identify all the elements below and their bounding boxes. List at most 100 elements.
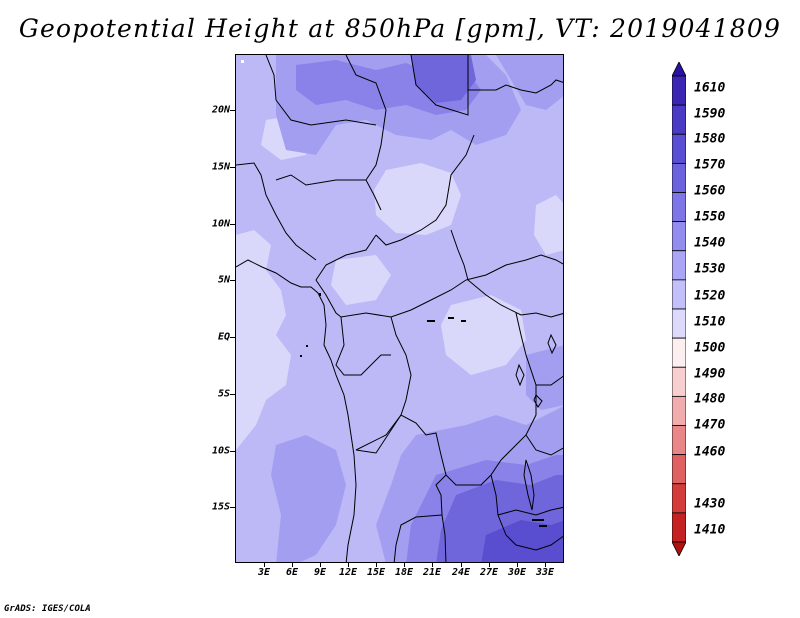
lat-label-eq: EQ <box>217 331 230 343</box>
colorbar-bottom-arrow <box>672 541 686 556</box>
colorbar-segment <box>672 279 686 310</box>
lon-tick-9e <box>320 563 321 567</box>
lat-label-5n: 5N <box>217 274 230 286</box>
colorbar-label-1610: 1610 <box>694 80 726 96</box>
colorbar-segment <box>672 221 686 252</box>
lon-label-21e: 21E <box>422 567 442 578</box>
field-1540-northeast <box>496 55 563 110</box>
colorbar-segment <box>672 395 686 426</box>
lat-tick-20n <box>230 110 235 111</box>
lat-label-15s: 15S <box>211 501 230 513</box>
field-1520-east-patch <box>534 195 563 255</box>
lon-tick-6e <box>292 563 293 567</box>
country-borders <box>236 55 563 562</box>
border-east-2 <box>536 375 563 386</box>
border-north-2 <box>345 55 387 181</box>
lake-2 <box>515 363 525 387</box>
colorbar-label-1430: 1430 <box>694 496 726 512</box>
colorbar-label-1460: 1460 <box>694 444 726 460</box>
border-south-1 <box>355 414 502 486</box>
lon-tick-3e <box>264 563 265 567</box>
colorbar-segment <box>672 425 686 456</box>
border-west-2 <box>275 174 382 211</box>
border-east-1 <box>500 312 537 461</box>
colorbar-segment <box>672 483 686 514</box>
colorbar-segment <box>672 337 686 368</box>
colorbar-label-1480: 1480 <box>694 391 726 407</box>
field-1520-west-coast <box>236 230 291 450</box>
colorbar-label-1580: 1580 <box>694 131 726 147</box>
colorbar-segment <box>672 192 686 223</box>
lon-label-12e: 12E <box>338 567 358 578</box>
lat-tick-15n <box>230 167 235 168</box>
border-south-3 <box>393 514 443 562</box>
colorbar-segments <box>672 62 686 556</box>
colorbar-segment <box>672 162 686 193</box>
colorbar-label-1520: 1520 <box>694 288 726 304</box>
border-south-2 <box>435 474 447 562</box>
colorbar-segment <box>672 512 686 543</box>
lon-tick-15e <box>376 563 377 567</box>
border-central-4 <box>450 229 563 318</box>
colorbar-label-1470: 1470 <box>694 417 726 433</box>
border-north-4 <box>467 79 563 115</box>
colorbar-label-1490: 1490 <box>694 366 726 382</box>
lake-3 <box>533 394 543 408</box>
field-1520-w-interior <box>331 255 391 305</box>
lat-label-5s: 5S <box>217 388 230 400</box>
colorbar-label-1410: 1410 <box>694 522 726 538</box>
field-1560-north <box>411 55 476 103</box>
colorbar-segment <box>672 366 686 397</box>
lon-tick-33e <box>545 563 546 567</box>
border-central-1 <box>375 134 475 246</box>
colorbar-segment <box>672 133 686 164</box>
lon-label-33e: 33E <box>535 567 555 578</box>
lon-label-18e: 18E <box>394 567 414 578</box>
lon-tick-12e <box>348 563 349 567</box>
field-1570-southeast <box>481 520 563 562</box>
colorbar-label-1530: 1530 <box>694 261 726 277</box>
field-1520-congo <box>441 295 526 375</box>
lon-label-30e: 30E <box>507 567 527 578</box>
lat-tick-5s <box>230 394 235 395</box>
colorbar-segment <box>672 308 686 339</box>
colorbar-label-1590: 1590 <box>694 106 726 122</box>
border-central-2 <box>315 234 467 318</box>
border-south-4 <box>490 474 563 551</box>
colorbar <box>672 62 686 556</box>
border-congo-2 <box>335 316 391 376</box>
colorbar-label-1560: 1560 <box>694 183 726 199</box>
lon-tick-30e <box>517 563 518 567</box>
border-southeast-1 <box>525 434 563 456</box>
colorbar-top-arrow <box>672 62 686 77</box>
lon-label-6e: 6E <box>285 567 299 578</box>
map-title: Geopotential Height at 850hPa [gpm], VT:… <box>18 14 782 43</box>
lat-tick-15s <box>230 507 235 508</box>
colorbar-label-1570: 1570 <box>694 157 726 173</box>
colorbar-label-1510: 1510 <box>694 314 726 330</box>
lat-tick-5n <box>230 280 235 281</box>
field-1540-east <box>526 345 563 410</box>
lon-tick-27e <box>489 563 490 567</box>
colorbar-label-1550: 1550 <box>694 209 726 225</box>
colorbar-segment <box>672 75 686 106</box>
lat-label-15n: 15N <box>211 161 230 173</box>
border-central-3 <box>465 254 563 281</box>
colorbar-segment <box>672 104 686 135</box>
lon-label-3e: 3E <box>257 567 271 578</box>
map-panel <box>235 54 564 563</box>
grads-credit: GrADS: IGES/COLA <box>4 604 91 614</box>
border-south-5 <box>497 506 563 516</box>
lat-label-10s: 10S <box>211 445 230 457</box>
lon-tick-18e <box>404 563 405 567</box>
geopotential-map <box>236 55 563 562</box>
colorbar-segment <box>672 250 686 281</box>
lat-tick-eq <box>230 337 235 338</box>
lon-tick-24e <box>461 563 462 567</box>
field-1540-southwest <box>271 435 346 562</box>
field-1520-central-north <box>374 163 461 235</box>
lat-label-20n: 20N <box>211 104 230 116</box>
lat-label-10n: 10N <box>211 218 230 230</box>
colorbar-label-1540: 1540 <box>694 235 726 251</box>
lon-tick-21e <box>432 563 433 567</box>
